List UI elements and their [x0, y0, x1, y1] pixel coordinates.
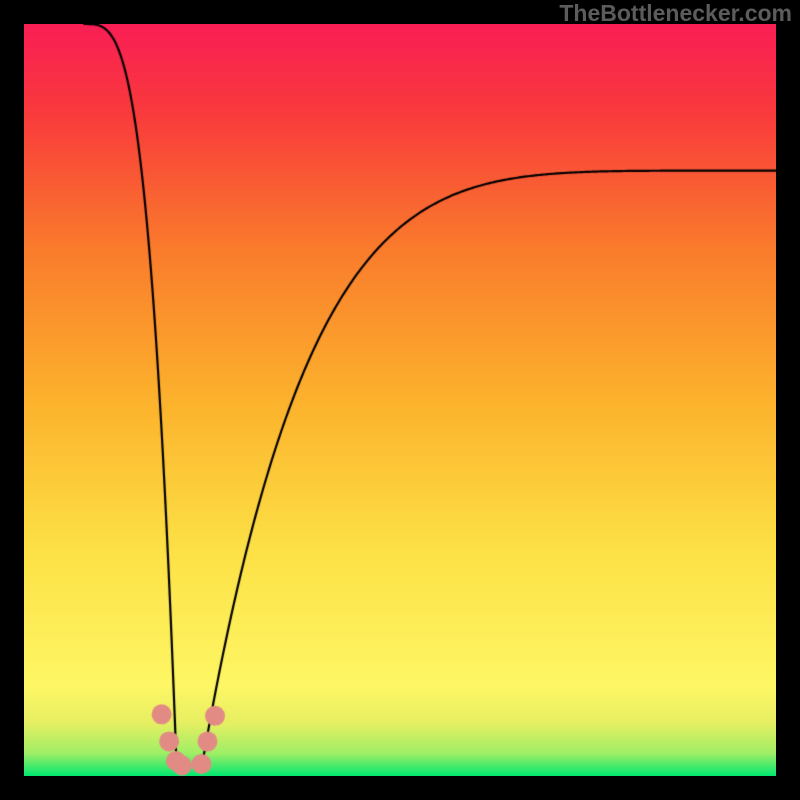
- chart-stage: TheBottlenecker.com: [0, 0, 800, 800]
- bottleneck-chart: [24, 24, 776, 776]
- watermark-text: TheBottlenecker.com: [559, 0, 792, 27]
